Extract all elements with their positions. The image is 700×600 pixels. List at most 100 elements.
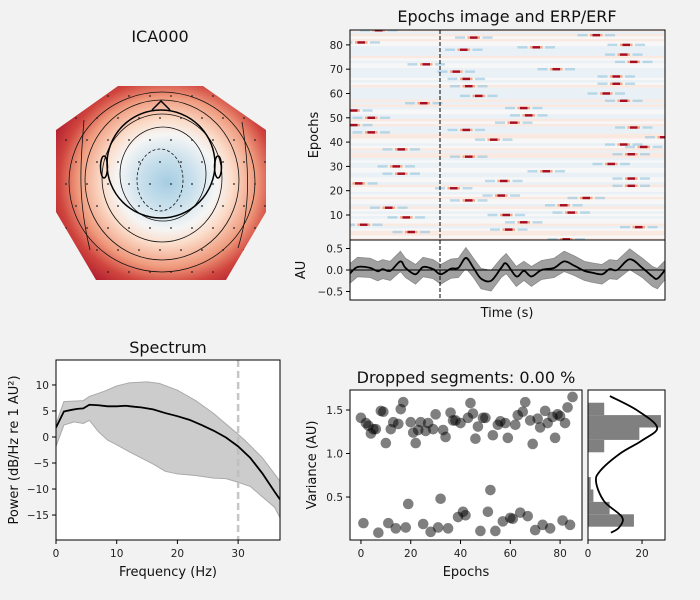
sensor-dot [149,95,151,97]
sensor-dot [149,227,151,229]
epoch-peak [630,60,638,64]
tick-label: 40 [454,548,467,560]
epoch-row [350,48,665,51]
tick-label: 0 [358,548,365,560]
epoch-row [350,99,665,102]
epoch-trough-left [407,63,418,66]
epoch-trough-left [460,94,470,98]
variance-point [373,527,384,538]
variance-point [417,518,429,530]
epoch-trough-left [352,116,363,120]
epoch-row [350,80,665,83]
head-outline [99,99,223,219]
epoch-trough-right [410,172,420,175]
sensor-dot [222,205,224,207]
epoch-row [350,111,665,115]
epoch-peak [407,230,415,234]
sensor-dot [138,205,140,207]
epoch-trough-left [377,165,388,168]
sensor-dot [149,139,151,141]
epoch-row [350,143,665,146]
epoch-row [350,36,665,39]
variance-point [539,405,551,417]
epoch-peak [612,75,620,78]
sensor-dot [159,249,161,251]
epoch-peak [420,101,428,105]
epoch-trough-right [545,46,555,49]
epoch-trough-left [587,92,598,95]
epoch-trough-left [387,216,398,219]
sensor-dot [159,205,161,207]
epoch-trough-left [505,221,515,224]
epoch-peak [497,194,505,197]
epoch-row [350,38,665,42]
epoch-row [350,133,665,137]
variance-point [465,397,476,409]
sensor-dot [180,117,182,119]
epoch-peak [397,172,405,175]
epoch-trough-left [547,238,558,240]
variance-point [467,408,479,419]
tick-label: 50 [330,113,343,125]
epoch-peak [620,143,628,146]
epoch-trough-right [432,101,443,105]
epoch-row [350,157,665,161]
epoch-peak [627,184,635,188]
epoch-row [350,155,665,158]
sensor-dot [96,161,98,163]
epoch-trough-right [652,145,663,149]
left-ear-icon [99,155,109,179]
sensor-dot [75,161,77,163]
histogram-bar [588,489,594,502]
epoch-trough-right [387,30,398,32]
variance-point [480,412,491,424]
sensor-dot [117,205,119,207]
histogram-bar [588,501,610,515]
epoch-trough-right [642,126,653,129]
epoch-trough-right [362,109,373,112]
topomap-contours [68,91,256,273]
topomap-title: ICA000 [131,27,188,46]
tick-label: −15 [27,510,49,522]
epoch-row [350,230,665,234]
epoch-trough-left [552,211,563,214]
epoch-row [350,182,665,185]
tick-label: 80 [330,40,343,52]
epoch-trough-left [537,67,548,71]
epoch-trough-right [502,138,513,141]
sensor-dot [191,139,193,141]
epoch-row [350,235,665,239]
variance-point [564,519,576,531]
epoch-peak [592,33,600,37]
tick-label: 40 [330,137,343,149]
sensor-dot [254,139,256,141]
epoch-trough-right [372,223,383,226]
variance-point [490,525,501,537]
epoch-row [350,82,665,85]
epoch-peak [367,131,375,134]
epoch-peak [612,82,620,85]
tick-label: −5 [34,458,49,470]
epoch-trough-left [567,196,578,200]
sensor-dot [264,205,266,207]
sensor-dot [212,227,214,229]
epoch-row [350,119,665,122]
tick-label: 80 [553,548,566,560]
epoch-trough-right [465,70,475,73]
epoch-row [350,191,665,195]
epoch-peak [470,36,478,39]
epoch-peak [560,204,568,207]
histogram-bar [588,477,591,490]
epoch-row [350,211,665,214]
variance-point [455,417,466,429]
variance-ylabel: Variance (AU) [305,421,320,510]
epoch-row [350,41,665,44]
epoch-trough-left [447,77,458,81]
epoch-trough-left [625,145,635,149]
epoch-row [350,216,665,219]
tick-label: 30 [330,161,343,173]
epoch-row [350,84,665,88]
tick-label: 20 [404,548,417,560]
epoch-trough-left [620,225,630,229]
sensor-dot [149,271,151,273]
